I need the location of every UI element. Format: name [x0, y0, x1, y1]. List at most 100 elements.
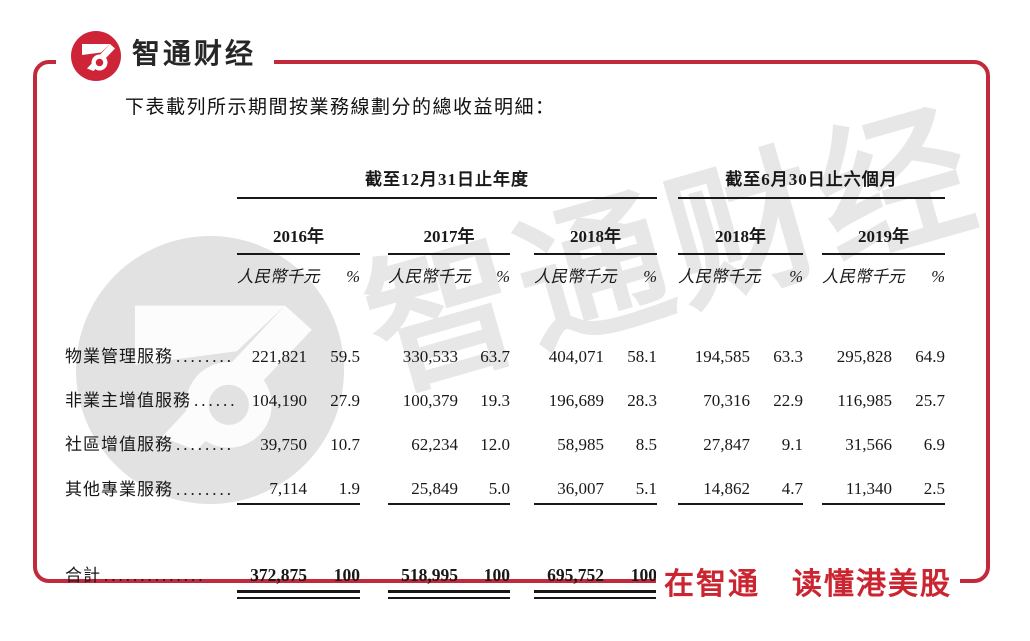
- unit-header: 人民幣千元%: [388, 254, 510, 287]
- gap-cell: [360, 590, 388, 604]
- watermark-logo-icon: [76, 236, 344, 504]
- value-cell: 19.3: [480, 391, 510, 410]
- gap-cell: [803, 198, 822, 254]
- value-cell: 116,985: [837, 391, 892, 410]
- value-cell: 36,007: [534, 459, 604, 505]
- total-value-cell: 695,752: [547, 565, 604, 585]
- value-cell: 4.7: [750, 459, 803, 505]
- unit-header: 人民幣千元%: [678, 254, 803, 287]
- value-cell: 8.5: [635, 435, 657, 454]
- revenue-table: 截至12月31日止年度 截至6月30日止六個月 2016年 2017年 2018…: [65, 156, 945, 604]
- value-cell: 100,379: [402, 391, 458, 410]
- gap-cell: [657, 254, 678, 287]
- year-header-2018h1: 2018年: [678, 198, 803, 255]
- year-header-2018: 2018年: [534, 198, 657, 255]
- empty-cell: [65, 156, 237, 198]
- gap-cell: [803, 371, 822, 415]
- gap-cell: [510, 198, 534, 254]
- period-group-interim: 截至6月30日止六個月: [678, 156, 945, 199]
- percent-label: %: [931, 267, 945, 286]
- value-cell: 31,566: [845, 435, 892, 454]
- gap-cell: [510, 459, 534, 504]
- total-value-cell: 100: [333, 565, 360, 585]
- spacer: [65, 504, 945, 556]
- total-label: 合計..............: [65, 566, 206, 585]
- gap-cell: [803, 254, 822, 287]
- value-cell: 9.1: [781, 435, 803, 454]
- value-cell: 295,828: [836, 347, 892, 366]
- value-cell: 58.1: [627, 347, 657, 366]
- spacer: [65, 287, 945, 327]
- year-header-2016: 2016年: [237, 198, 360, 255]
- gap-cell: [803, 415, 822, 459]
- gap-cell: [360, 198, 388, 254]
- percent-label: %: [643, 267, 657, 286]
- gap-cell: [657, 371, 678, 415]
- value-cell: 28.3: [627, 391, 657, 410]
- year-header-2019h1: 2019年: [822, 198, 945, 255]
- value-cell: 104,190: [251, 391, 307, 410]
- value-cell: 10.7: [330, 435, 360, 454]
- value-cell: 2.5: [892, 459, 945, 505]
- value-cell: 25,849: [388, 459, 458, 505]
- value-cell: 7,114: [237, 459, 307, 505]
- double-rule: [237, 590, 307, 604]
- total-value-cell: 100: [630, 565, 657, 585]
- unit-header: 人民幣千元%: [237, 254, 360, 287]
- value-cell: 14,862: [678, 459, 750, 505]
- unit-label: 人民幣千元: [822, 267, 905, 286]
- brand-tagline: 在智通 读懂港美股: [656, 568, 960, 602]
- gap-cell: [803, 327, 822, 371]
- total-value-cell: 372,875: [250, 565, 307, 585]
- value-cell: 27.9: [330, 391, 360, 410]
- unit-header: 人民幣千元%: [534, 254, 657, 287]
- row-label: 其他專業服務........: [65, 480, 234, 499]
- unit-label: 人民幣千元: [388, 267, 471, 286]
- unit-label: 人民幣千元: [534, 267, 617, 286]
- value-cell: 70,316: [703, 391, 750, 410]
- value-cell: 5.0: [458, 459, 510, 505]
- gap-cell: [510, 327, 534, 371]
- double-rule: [458, 590, 510, 604]
- gap-cell: [510, 590, 534, 604]
- table-row: 其他專業服務........ 7,114 1.9 25,849 5.0 36,0…: [65, 459, 945, 505]
- gap-cell: [657, 415, 678, 459]
- value-cell: 330,533: [402, 347, 458, 366]
- value-cell: 63.7: [480, 347, 510, 366]
- value-cell: 25.7: [915, 391, 945, 410]
- value-cell: 22.9: [773, 391, 803, 410]
- empty-cell: [65, 198, 237, 254]
- percent-label: %: [789, 267, 803, 286]
- gap-cell: [360, 327, 388, 371]
- page-title: 下表載列所示期間按業務線劃分的總收益明細：: [125, 97, 556, 118]
- value-cell: 11,340: [822, 459, 892, 505]
- zhitong-logo-icon: [71, 31, 121, 81]
- gap-cell: [510, 556, 534, 590]
- gap-cell: [360, 556, 388, 590]
- unit-header: 人民幣千元%: [822, 254, 945, 287]
- gap-cell: [657, 156, 678, 198]
- double-rule: [388, 590, 458, 604]
- gap-cell: [360, 459, 388, 504]
- value-cell: 63.3: [773, 347, 803, 366]
- double-rule: [534, 590, 604, 604]
- year-header-2017: 2017年: [388, 198, 510, 255]
- empty-cell: [65, 254, 237, 287]
- gap-cell: [657, 198, 678, 254]
- brand-name: 智通财经: [132, 38, 257, 69]
- table-row: 社區增值服務........ 39,750 10.7 62,234 12.0 5…: [65, 415, 945, 459]
- unit-label: 人民幣千元: [237, 267, 320, 286]
- gap-cell: [360, 415, 388, 459]
- value-cell: 58,985: [557, 435, 604, 454]
- row-label: 非業主增值服務......: [65, 391, 238, 410]
- period-group-annual: 截至12月31日止年度: [237, 156, 657, 199]
- value-cell: 59.5: [330, 347, 360, 366]
- empty-cell: [65, 590, 237, 604]
- gap-cell: [803, 459, 822, 504]
- total-value-cell: 100: [483, 565, 510, 585]
- value-cell: 39,750: [260, 435, 307, 454]
- gap-cell: [510, 254, 534, 287]
- value-cell: 12.0: [480, 435, 510, 454]
- table-row: 非業主增值服務...... 104,190 27.9 100,379 19.3 …: [65, 371, 945, 415]
